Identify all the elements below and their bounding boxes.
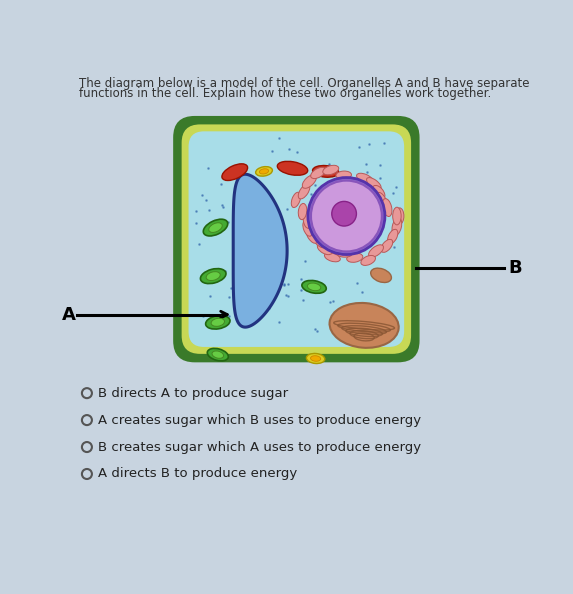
Circle shape (308, 178, 385, 255)
Ellipse shape (209, 223, 222, 232)
FancyBboxPatch shape (173, 116, 419, 362)
Text: B directs A to produce sugar: B directs A to produce sugar (98, 387, 288, 400)
Ellipse shape (302, 280, 326, 293)
Circle shape (332, 201, 356, 226)
Ellipse shape (277, 162, 308, 175)
Ellipse shape (303, 221, 312, 236)
Ellipse shape (307, 353, 325, 364)
Ellipse shape (356, 173, 373, 184)
Ellipse shape (393, 207, 401, 225)
Polygon shape (233, 174, 287, 327)
Ellipse shape (299, 184, 310, 199)
Ellipse shape (201, 268, 226, 283)
Text: B: B (508, 260, 522, 277)
Ellipse shape (260, 169, 269, 174)
Ellipse shape (381, 239, 393, 252)
Ellipse shape (222, 164, 248, 181)
Ellipse shape (387, 229, 398, 244)
Text: A: A (61, 305, 76, 324)
Ellipse shape (323, 165, 339, 175)
Ellipse shape (303, 175, 316, 188)
Ellipse shape (299, 203, 307, 220)
Text: The diagram below is a model of the cell. Organelles A and B have separate: The diagram below is a model of the cell… (79, 77, 529, 90)
Ellipse shape (212, 351, 223, 358)
Ellipse shape (307, 283, 321, 290)
Ellipse shape (368, 245, 383, 257)
Ellipse shape (306, 229, 317, 244)
Ellipse shape (392, 217, 402, 235)
Ellipse shape (312, 235, 327, 248)
Ellipse shape (376, 192, 387, 208)
Ellipse shape (317, 243, 332, 255)
Ellipse shape (203, 219, 227, 236)
Text: A creates sugar which B uses to produce energy: A creates sugar which B uses to produce … (98, 413, 421, 426)
Ellipse shape (371, 268, 391, 283)
Ellipse shape (311, 168, 325, 179)
Ellipse shape (336, 249, 352, 257)
Ellipse shape (312, 166, 339, 177)
Text: B creates sugar which A uses to produce energy: B creates sugar which A uses to produce … (98, 441, 421, 454)
Ellipse shape (206, 315, 230, 329)
FancyBboxPatch shape (182, 124, 411, 354)
FancyBboxPatch shape (189, 131, 404, 347)
Ellipse shape (361, 255, 375, 266)
Text: A directs B to produce energy: A directs B to produce energy (98, 467, 297, 481)
Ellipse shape (291, 192, 301, 207)
Ellipse shape (211, 318, 225, 326)
Ellipse shape (344, 178, 362, 186)
Ellipse shape (367, 178, 381, 189)
Ellipse shape (372, 185, 385, 199)
Ellipse shape (256, 166, 272, 176)
Circle shape (311, 181, 382, 251)
Ellipse shape (206, 271, 220, 280)
Ellipse shape (395, 208, 404, 224)
Text: functions in the cell. Explain how these two organelles work together.: functions in the cell. Explain how these… (79, 87, 492, 100)
Ellipse shape (207, 349, 228, 361)
Ellipse shape (311, 356, 321, 361)
Ellipse shape (329, 303, 399, 348)
Ellipse shape (382, 198, 392, 216)
Ellipse shape (347, 253, 363, 263)
Ellipse shape (324, 253, 340, 262)
Ellipse shape (303, 211, 312, 228)
Ellipse shape (336, 171, 351, 179)
